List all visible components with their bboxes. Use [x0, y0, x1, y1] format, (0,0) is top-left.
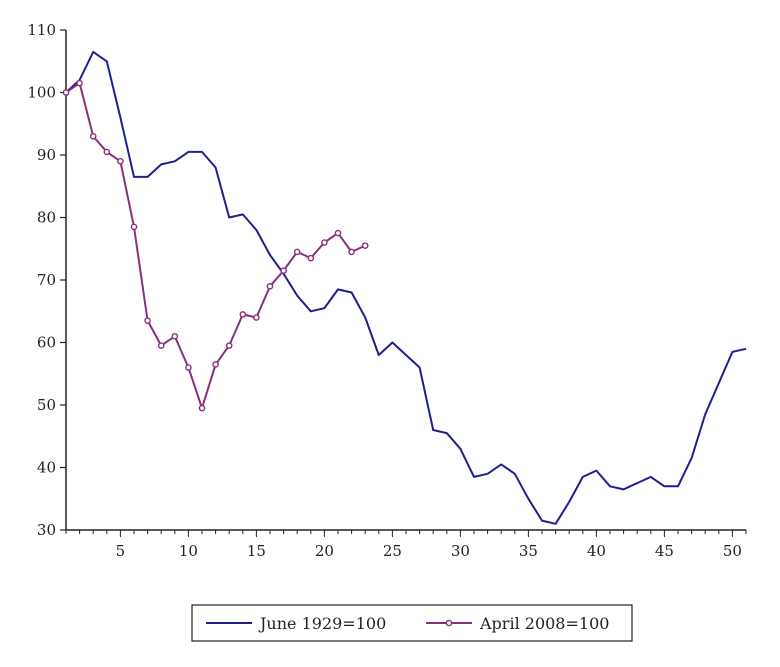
legend-box: [191, 604, 633, 642]
data-point: [103, 148, 111, 156]
data-point: [253, 314, 260, 321]
legend-item-1: April 2008=100: [426, 614, 609, 633]
data-point: [157, 342, 165, 349]
series-line: [65, 82, 366, 410]
data-point: [280, 267, 287, 274]
legend-marker: [445, 619, 453, 627]
data-point: [76, 79, 83, 87]
data-point: [144, 317, 151, 324]
data-point: [307, 254, 315, 262]
legend: June 1929=100 April 2008=100: [191, 604, 633, 642]
axes: [60, 29, 747, 537]
data-point: [62, 89, 70, 96]
data-point: [225, 342, 233, 349]
y-tick-label: 80: [37, 209, 56, 227]
series-lines: [62, 50, 747, 525]
y-tick-label: 100: [27, 84, 56, 102]
data-point: [171, 332, 179, 340]
series-1: [62, 79, 369, 412]
data-point: [348, 248, 355, 256]
series-line: [65, 50, 747, 525]
data-point: [130, 223, 138, 231]
x-tick-label: 20: [315, 542, 334, 560]
data-point: [185, 364, 192, 371]
data-point: [117, 157, 124, 165]
y-tick-label: 90: [37, 146, 56, 164]
data-point: [361, 242, 369, 249]
y-tick-label: 110: [27, 21, 56, 39]
x-tick-label: 5: [116, 542, 126, 560]
x-tick-label: 35: [519, 542, 538, 560]
x-tick-label: 50: [723, 542, 742, 560]
y-tick-label: 50: [37, 396, 56, 414]
y-tick-label: 40: [37, 459, 56, 477]
x-tick-label: 15: [247, 542, 266, 560]
data-point: [266, 282, 274, 290]
x-tick-label: 30: [451, 542, 470, 560]
x-tick-label: 10: [179, 542, 198, 560]
x-tick-label: 40: [587, 542, 606, 560]
legend-label: June 1929=100: [258, 614, 386, 633]
y-tick-label: 30: [37, 521, 56, 539]
tick-labels: 30 40 50 60 70 80 90 100 110 5 10 15 20 25 30 35 40 45 50: [27, 21, 742, 560]
data-point: [239, 311, 247, 318]
series-0: [65, 50, 747, 525]
data-point: [334, 229, 342, 237]
legend-label: April 2008=100: [479, 614, 609, 633]
x-tick-label: 45: [655, 542, 674, 560]
x-tick-label: 25: [383, 542, 402, 560]
data-point: [321, 239, 328, 246]
data-point: [89, 132, 97, 140]
legend-item-0: June 1929=100: [206, 614, 386, 633]
data-point: [212, 361, 219, 368]
y-tick-label: 60: [37, 334, 56, 352]
data-point: [293, 248, 301, 256]
y-tick-label: 70: [37, 271, 56, 289]
data-point: [198, 404, 206, 412]
